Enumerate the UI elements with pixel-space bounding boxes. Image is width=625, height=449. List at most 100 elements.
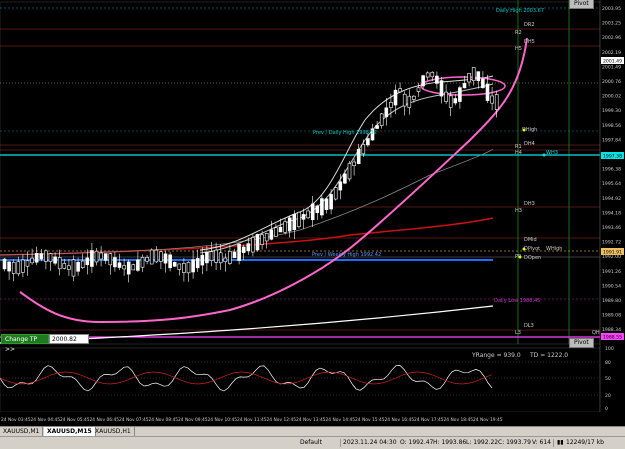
magenta-ma-line — [19, 37, 528, 324]
price-panel — [0, 1, 601, 345]
daily-high-label: Daily High 2003.67 — [496, 8, 544, 14]
price-axis[interactable] — [600, 0, 625, 412]
yrange-text: YRange = 939.0 — [471, 352, 521, 359]
candle-body — [205, 251, 209, 264]
pp-price-text: 1997.38 — [603, 154, 622, 160]
candle-body — [329, 194, 333, 210]
dopen-label: DOpen — [524, 255, 541, 261]
candle-body — [177, 263, 182, 270]
status-bar: Default 2023.11.24 04:30 O: 1992.47 H: 1… — [0, 436, 625, 449]
white-ma-upper — [199, 75, 494, 251]
candle-body — [384, 107, 389, 118]
candle-body — [416, 87, 421, 92]
candle-body — [324, 198, 329, 210]
candle-body — [490, 95, 494, 104]
status-low: L: 1992.22 — [466, 439, 499, 446]
candle-body — [292, 213, 297, 230]
dpivot-price-text: 1991.91 — [603, 250, 622, 256]
candle-body — [255, 234, 260, 251]
level-marker — [518, 255, 522, 259]
candle-body — [467, 73, 471, 83]
time-tick-label: 24 Nov 03:45 — [1, 417, 31, 423]
candle-body — [494, 94, 499, 110]
candle-body — [444, 91, 448, 102]
candle-body — [361, 144, 366, 155]
signal-bars-icon: ▮▮ — [557, 439, 564, 446]
candle-body — [393, 89, 398, 106]
candlestick-series — [2, 67, 499, 283]
tab-xauusd-m15[interactable]: XAUUSD,M15 — [44, 427, 96, 437]
candle-body — [214, 249, 218, 263]
candle-body — [154, 249, 159, 263]
candle-body — [352, 161, 356, 166]
price-tick-label: 1998.56 — [602, 123, 621, 129]
candle-body — [333, 187, 338, 200]
gray-ma-line — [0, 148, 494, 256]
candle-body — [209, 251, 214, 262]
osc-tick-label: 50 — [605, 376, 611, 382]
change-tp-button[interactable]: Change TP >> — [1, 334, 49, 353]
candle-body — [370, 128, 375, 141]
time-tick-label: 24 Nov 16:45 — [385, 417, 415, 423]
whigh-label: WHigh — [546, 246, 562, 252]
price-tick-label: 1991.26 — [602, 269, 621, 275]
price-tick-label: 1992.72 — [602, 240, 621, 246]
pivot-button-bottom[interactable]: Pivot — [569, 338, 594, 348]
candle-body — [223, 257, 228, 263]
price-tick-label: 1990.54 — [602, 283, 621, 289]
time-tick-label: 24 Nov 12:45 — [267, 417, 297, 423]
candle-body — [246, 243, 251, 252]
daily-low-label: Daily Low 1988.45 — [494, 298, 540, 304]
candle-body — [402, 93, 407, 107]
candle-body — [462, 83, 467, 89]
candle-body — [232, 251, 237, 259]
dl3-label: DL3 — [524, 323, 534, 329]
candle-body — [237, 243, 241, 261]
candle-body — [48, 253, 53, 262]
candle-body — [11, 261, 16, 274]
candle-body — [260, 234, 264, 245]
tab-xauusd-m1[interactable]: XAUUSD,M1 — [0, 427, 44, 437]
candle-body — [412, 95, 416, 100]
price-tick-label: 2002.96 — [602, 35, 621, 41]
tp-value-field[interactable]: 2000.82 — [49, 334, 89, 344]
prev-daily-high-label: Prev / Daily High 1998.32 — [313, 130, 377, 136]
price-tick-label: 1988.34 — [602, 327, 621, 333]
candle-body — [320, 198, 324, 216]
time-tick-label: 24 Nov 04:45 — [31, 417, 61, 423]
qh-price-badge — [601, 333, 624, 340]
tab-xauusd-h1[interactable]: XAUUSD,H1 — [92, 427, 135, 437]
candle-body — [453, 98, 458, 104]
candle-body — [94, 250, 99, 263]
dr2-label: DR2 — [524, 22, 535, 28]
candle-body — [310, 203, 315, 221]
candle-body — [485, 83, 490, 101]
candle-body — [30, 257, 34, 264]
candle-body — [375, 125, 379, 129]
dh3-label: DH3 — [524, 201, 535, 207]
candle-body — [287, 217, 292, 232]
oscillator-main-line — [0, 365, 493, 392]
price-tick-label: 1992.00 — [602, 254, 621, 260]
time-axis[interactable] — [0, 412, 625, 426]
candle-body — [278, 226, 283, 233]
candle-body — [251, 237, 255, 253]
candle-body — [103, 253, 108, 261]
candle-body — [191, 259, 195, 273]
candle-body — [366, 138, 370, 146]
price-tick-label: 2003.95 — [602, 6, 621, 12]
candle-body — [269, 229, 274, 240]
oscillator-signal-line — [0, 371, 493, 385]
candle-body — [274, 227, 278, 237]
candle-body — [62, 263, 67, 269]
pp-label: PP — [515, 254, 521, 260]
pivot-button[interactable]: Pivot — [569, 0, 594, 9]
candle-body — [16, 261, 21, 275]
price-tick-label: 2001.49 — [602, 64, 621, 70]
candle-body — [338, 181, 343, 191]
candle-body — [2, 258, 7, 270]
candle-body — [117, 262, 122, 268]
time-tick-label: 24 Nov 08:45 — [149, 417, 179, 423]
candle-body — [301, 214, 306, 220]
